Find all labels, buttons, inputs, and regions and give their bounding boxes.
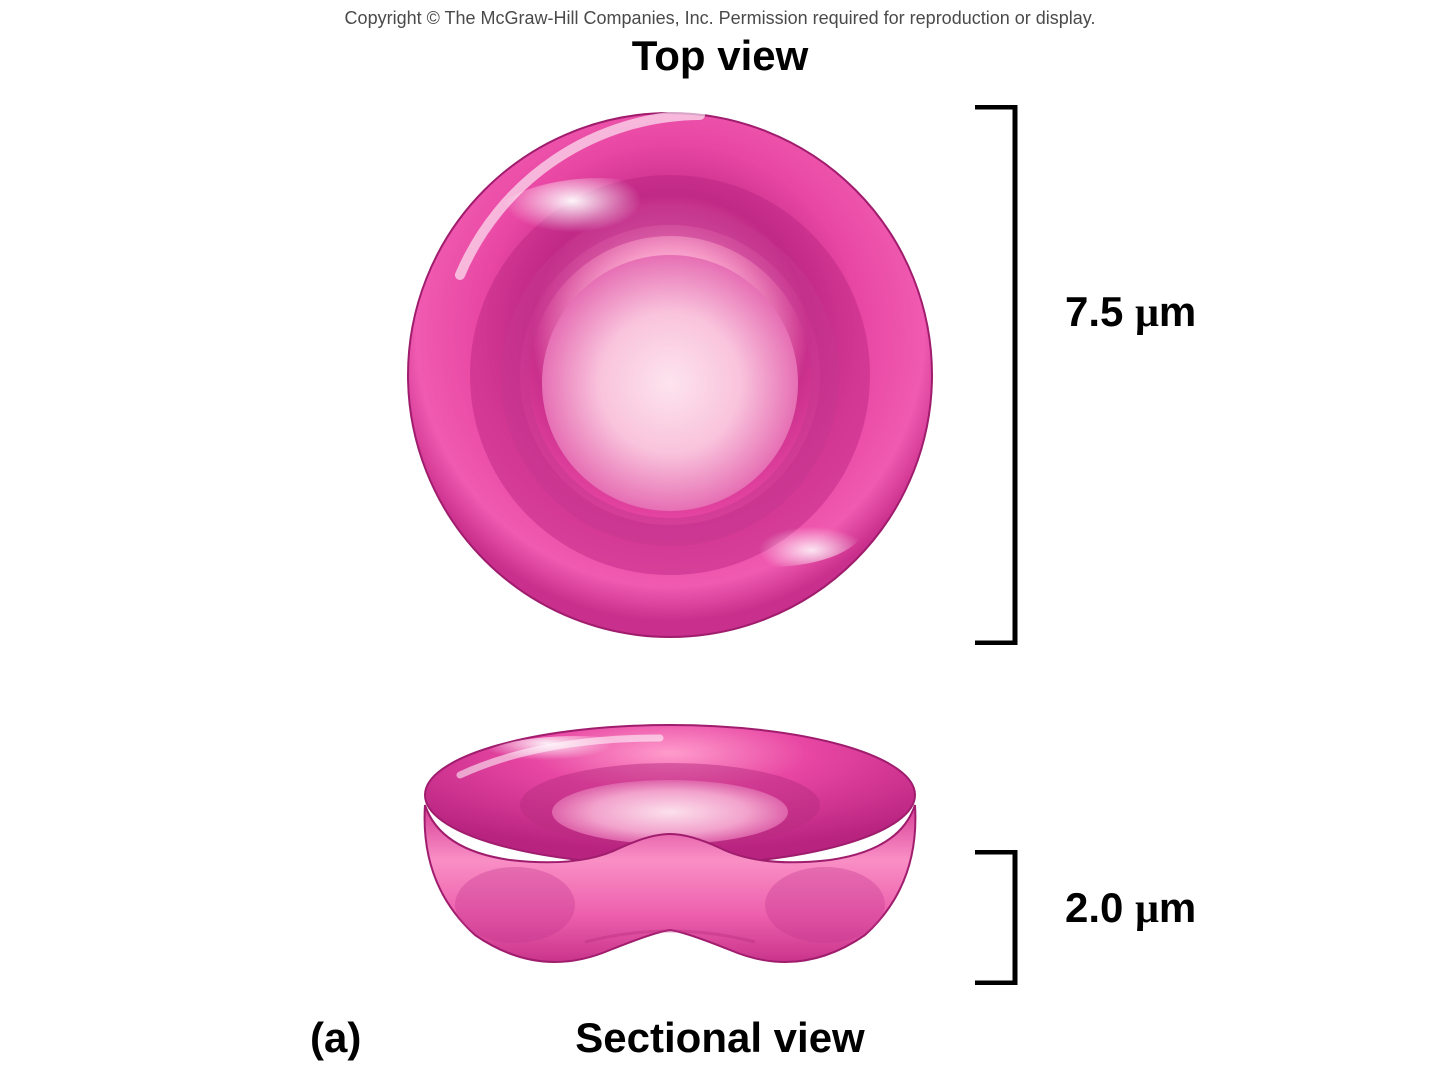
sectional-view-title: Sectional view: [575, 1014, 864, 1062]
thickness-measurement: 2.0 μm: [1065, 884, 1196, 933]
sectional-view-cell: [400, 720, 940, 980]
diameter-unit: m: [1159, 288, 1196, 335]
mu-symbol-2: μ: [1135, 886, 1159, 932]
diameter-bracket: [975, 105, 1025, 645]
diameter-measurement: 7.5 μm: [1065, 288, 1196, 337]
diameter-value: 7.5: [1065, 288, 1123, 335]
top-view-title: Top view: [632, 32, 809, 80]
thickness-unit: m: [1159, 884, 1196, 931]
thickness-value: 2.0: [1065, 884, 1123, 931]
copyright-text: Copyright © The McGraw-Hill Companies, I…: [345, 8, 1096, 29]
thickness-bracket: [975, 850, 1025, 985]
top-view-cell: [400, 105, 940, 645]
mu-symbol: μ: [1135, 290, 1159, 336]
panel-label: (a): [310, 1014, 361, 1062]
